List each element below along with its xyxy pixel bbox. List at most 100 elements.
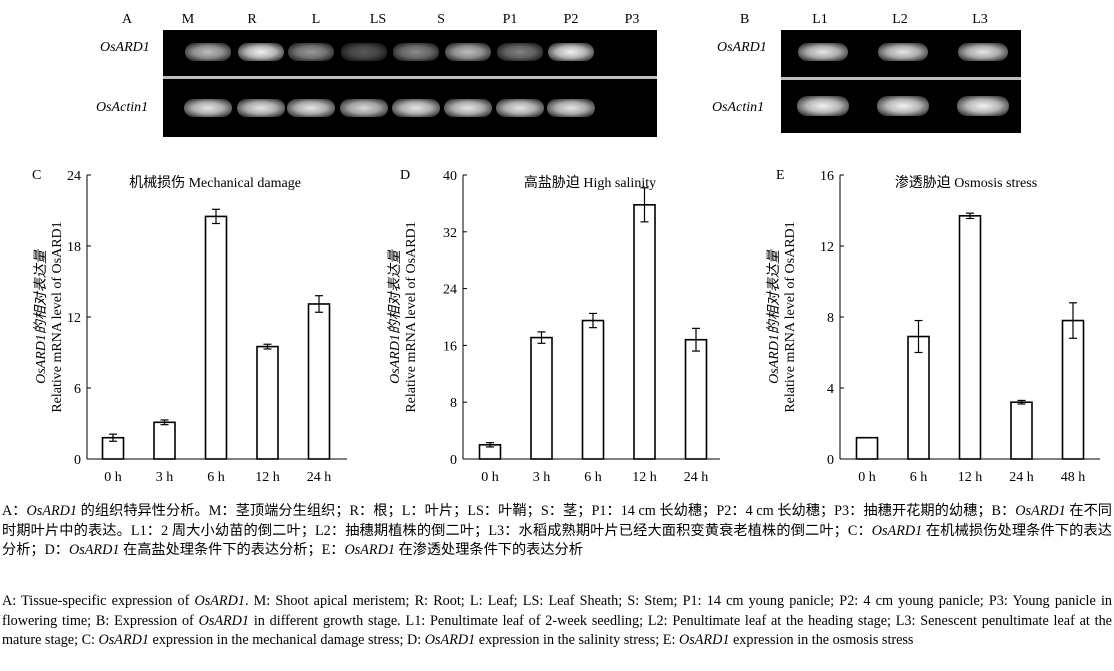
chart-y-label-line2: Relative mRNA level of OsARD1 bbox=[783, 221, 798, 412]
chart-title: 高盐胁迫 High salinity bbox=[524, 174, 656, 191]
chart-y-tick-label: 0 bbox=[827, 453, 834, 468]
gel-a-divider bbox=[163, 76, 657, 79]
gel-a-band-osactin1 bbox=[340, 99, 388, 117]
gel-b-lane-label: L2 bbox=[892, 12, 908, 27]
gel-a-band-osard1 bbox=[445, 43, 491, 61]
chart-title: 渗透胁迫 Osmosis stress bbox=[895, 175, 1037, 191]
bar-charts: C 机械损伤 Mechanical damage 0 6 12 18 24 OsARD1的相对… bbox=[32, 168, 1100, 485]
chart-y-tick-label: 32 bbox=[443, 226, 457, 241]
chart-bar bbox=[684, 338, 708, 460]
chart-bar bbox=[153, 421, 176, 460]
gel-a-lane-label: LS bbox=[369, 12, 387, 27]
chart-x-tick-label: 0 h bbox=[858, 470, 876, 485]
caption-english: A: Tissue-specific expression of OsARD1.… bbox=[2, 592, 1112, 651]
chart-y-tick-label: 12 bbox=[820, 240, 834, 255]
chart-x-tick-label: 24 h bbox=[307, 470, 332, 485]
gel-b-divider bbox=[781, 77, 1021, 80]
gel-a-lane-label: P2 bbox=[563, 12, 579, 27]
chart-bar bbox=[907, 335, 930, 460]
gel-b-row-label-osactin1: OsActin1 bbox=[712, 100, 765, 115]
gel-a-lane-label: R bbox=[247, 12, 257, 27]
gel-a-band-osactin1 bbox=[392, 99, 440, 117]
chart-x-tick-label: 12 h bbox=[255, 470, 280, 485]
chart-bar bbox=[958, 215, 982, 460]
gel-b-band-osard1 bbox=[958, 43, 1008, 61]
gel-a-lane-label: P3 bbox=[624, 12, 640, 27]
gel-a-band-osard1 bbox=[238, 43, 284, 61]
chart-bar bbox=[307, 303, 331, 460]
chart-y-label-line1: OsARD1的相对表达量 bbox=[387, 248, 403, 384]
gel-a-lane-label: M bbox=[181, 12, 195, 27]
chart-x-tick-label: 6 h bbox=[207, 470, 225, 485]
chart-panel-label: C bbox=[32, 168, 41, 183]
caption-chinese: A：OsARD1 的组织特异性分析。M：茎顶端分生组织；R：根；L：叶片；LS：… bbox=[2, 502, 1112, 561]
chart-y-tick-label: 12 bbox=[67, 311, 81, 326]
chart-x-tick-label: 6 h bbox=[910, 470, 928, 485]
chart-y-tick-label: 16 bbox=[820, 169, 834, 184]
chart-x-tick-label: 0 h bbox=[481, 470, 499, 485]
chart-bar bbox=[633, 204, 656, 460]
chart-panel-label: D bbox=[400, 168, 410, 183]
chart-y-tick-label: 6 bbox=[74, 382, 81, 397]
chart-panel-label: E bbox=[776, 168, 785, 183]
gel-a-band-osard1 bbox=[548, 43, 594, 61]
gel-a-lane-label: L bbox=[311, 12, 321, 27]
caption-english-text: A: Tissue-specific expression of OsARD1.… bbox=[2, 593, 1112, 649]
chart-y-label-line1: OsARD1的相对表达量 bbox=[33, 248, 49, 384]
gel-a-row-label-osactin1: OsActin1 bbox=[96, 100, 149, 115]
chart-x-tick-label: 0 h bbox=[104, 470, 122, 485]
caption-chinese-text: A：OsARD1 的组织特异性分析。M：茎顶端分生组织；R：根；L：叶片；LS：… bbox=[2, 503, 1112, 559]
gel-a-band-osactin1 bbox=[287, 99, 335, 117]
chart-y-label-line2: Relative mRNA level of OsARD1 bbox=[50, 221, 65, 412]
chart-y-tick-label: 24 bbox=[443, 283, 457, 298]
chart-x-tick-label: 24 h bbox=[1009, 470, 1034, 485]
gel-b-lane-label: L3 bbox=[972, 12, 988, 27]
gel-a-image bbox=[163, 30, 657, 137]
gel-a-band-osard1 bbox=[393, 43, 439, 61]
chart-x-tick-label: 12 h bbox=[958, 470, 983, 485]
chart-y-tick-label: 8 bbox=[450, 396, 457, 411]
chart-bar bbox=[855, 436, 879, 460]
gel-a-band-osard1 bbox=[497, 43, 543, 61]
chart-y-tick-label: 8 bbox=[827, 311, 834, 326]
chart-y-tick-label: 16 bbox=[443, 339, 457, 354]
gel-a-band-osactin1 bbox=[184, 99, 232, 117]
gel-b-band-osactin1 bbox=[957, 96, 1009, 116]
chart-y-label-line2: Relative mRNA level of OsARD1 bbox=[404, 221, 419, 412]
gel-b-image bbox=[781, 30, 1021, 133]
gel-b-band-osactin1 bbox=[797, 96, 849, 116]
chart-y-tick-label: 18 bbox=[67, 240, 81, 255]
chart-x-tick-label: 3 h bbox=[156, 470, 174, 485]
gel-b-lane-label: L1 bbox=[812, 12, 828, 27]
chart-x-tick-label: 6 h bbox=[584, 470, 602, 485]
chart-bar bbox=[256, 345, 279, 460]
chart-bar bbox=[1061, 319, 1085, 460]
chart-bar bbox=[530, 336, 553, 460]
chart-y-label-line1: OsARD1的相对表达量 bbox=[766, 248, 782, 384]
chart-x-tick-label: 48 h bbox=[1061, 470, 1086, 485]
chart-x-tick-label: 24 h bbox=[684, 470, 709, 485]
chart-y-tick-label: 40 bbox=[443, 169, 457, 184]
gel-a-band-osard1 bbox=[185, 43, 231, 61]
chart-y-tick-label: 4 bbox=[827, 382, 834, 397]
chart-bar bbox=[1010, 401, 1033, 460]
gel-a-band-osard1 bbox=[288, 43, 334, 61]
chart-title: 机械损伤 Mechanical damage bbox=[129, 175, 301, 191]
chart-x-tick-label: 12 h bbox=[632, 470, 657, 485]
gel-a-band-osactin1 bbox=[547, 99, 595, 117]
gel-b-band-osard1 bbox=[798, 43, 848, 61]
gel-a-band-osactin1 bbox=[237, 99, 285, 117]
gel-a-band-osard1 bbox=[341, 43, 387, 61]
chart-bar bbox=[204, 215, 228, 460]
chart-y-tick-label: 0 bbox=[450, 453, 457, 468]
gel-a-lane-label: S bbox=[437, 12, 445, 27]
gel-a-panel-label: A bbox=[122, 12, 133, 27]
chart-bar bbox=[581, 319, 605, 460]
gel-b-row-label-osard1: OsARD1 bbox=[717, 40, 767, 55]
chart-y-tick-label: 24 bbox=[67, 169, 81, 184]
gel-a-row-label-osard1: OsARD1 bbox=[100, 40, 150, 55]
gel-a-lane-label: P1 bbox=[502, 12, 518, 27]
chart-y-tick-label: 0 bbox=[74, 453, 81, 468]
gel-a-band-osactin1 bbox=[444, 99, 492, 117]
gel-b-band-osard1 bbox=[878, 43, 928, 61]
